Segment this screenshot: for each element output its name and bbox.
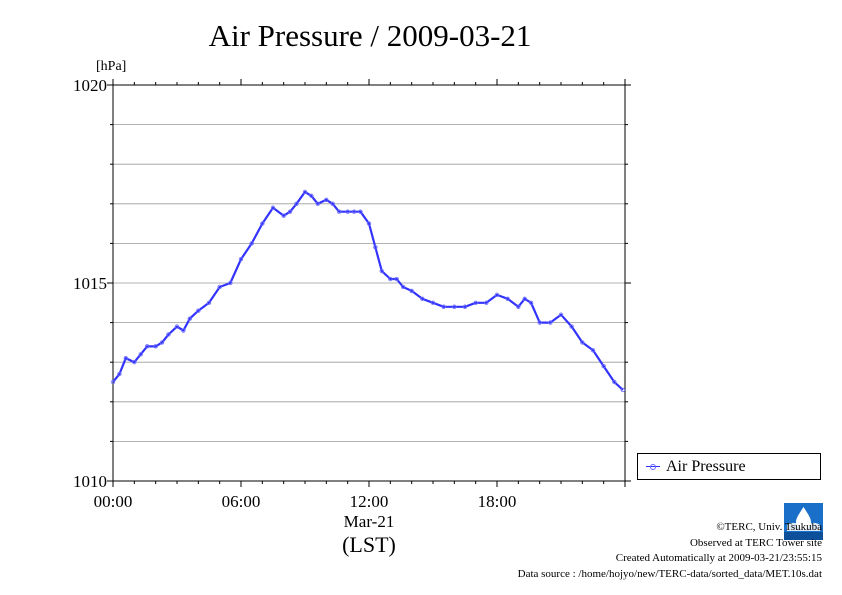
series-layer	[110, 189, 626, 393]
data-point	[138, 352, 143, 357]
created-text: Created Automatically at 2009-03-21/23:5…	[615, 552, 822, 564]
data-point	[270, 205, 276, 210]
data-point	[388, 276, 393, 282]
data-point	[528, 300, 534, 305]
copyright-text: ©TERC, Univ. Tsukuba	[716, 521, 822, 533]
data-point	[324, 197, 329, 203]
data-point	[548, 320, 553, 325]
observed-text: Observed at TERC Tower site	[689, 536, 822, 549]
data-point	[187, 316, 192, 321]
data-point	[166, 332, 171, 337]
y-tick-label: 1020	[73, 76, 107, 95]
data-point	[580, 340, 585, 345]
data-point	[345, 209, 350, 214]
data-point	[590, 348, 596, 353]
data-point	[159, 340, 165, 345]
data-point	[196, 308, 201, 313]
data-point	[144, 344, 150, 349]
data-point	[281, 213, 286, 218]
data-point	[315, 201, 320, 206]
grid-lines	[113, 124, 625, 442]
legend-line-icon	[646, 463, 660, 470]
data-point	[430, 300, 436, 305]
data-point	[260, 221, 265, 226]
data-point	[462, 304, 468, 309]
data-point	[294, 201, 299, 206]
x-date-label: Mar-21	[344, 512, 395, 531]
data-point	[494, 292, 500, 298]
axis-ticks: 1010 1015 1020 00:00 06:00 12:00 18:00	[73, 76, 631, 511]
data-point	[132, 360, 137, 365]
data-point	[441, 304, 446, 309]
data-point	[516, 304, 521, 309]
data-point	[409, 288, 414, 294]
data-point	[217, 284, 222, 290]
data-point	[452, 304, 457, 309]
data-point	[522, 296, 527, 302]
data-point	[228, 280, 233, 286]
data-point	[336, 209, 342, 214]
data-point	[238, 257, 244, 262]
data-point	[473, 300, 478, 305]
data-point	[484, 300, 489, 305]
data-point	[379, 268, 384, 274]
footer-info: ©TERC, Univ. Tsukuba Observed at TERC To…	[518, 520, 822, 582]
data-point	[505, 296, 510, 302]
data-point	[601, 363, 606, 369]
source-text: Data source : /home/hojyo/new/TERC-data/…	[517, 567, 822, 580]
data-point	[351, 209, 357, 214]
data-point	[309, 193, 314, 199]
legend: Air Pressure	[637, 453, 821, 480]
y-tick-label: 1015	[73, 274, 107, 293]
data-point	[400, 284, 406, 290]
x-tick-label: 18:00	[478, 492, 517, 511]
data-point	[620, 387, 626, 393]
data-point	[358, 209, 363, 214]
data-point	[249, 241, 254, 246]
data-point	[153, 344, 158, 349]
x-tick-label: 00:00	[94, 492, 133, 511]
y-unit-label: [hPa]	[96, 59, 126, 74]
data-point	[206, 300, 212, 305]
data-point	[123, 356, 128, 361]
data-point	[612, 379, 617, 385]
data-point	[330, 201, 335, 206]
x-axis-label: (LST)	[342, 532, 396, 557]
data-point	[366, 221, 372, 226]
data-point	[420, 296, 425, 302]
data-point	[181, 328, 186, 333]
x-tick-label: 12:00	[350, 492, 389, 511]
legend-label: Air Pressure	[666, 457, 746, 475]
data-point	[569, 324, 574, 329]
y-tick-label: 1010	[73, 472, 107, 491]
data-point	[394, 276, 399, 282]
data-point	[302, 189, 308, 195]
chart-title: Air Pressure / 2009-03-21	[209, 18, 532, 53]
terc-logo-icon	[784, 503, 823, 540]
data-point	[537, 320, 542, 325]
data-point	[287, 209, 293, 214]
data-point	[373, 245, 378, 250]
series-line-air-pressure	[112, 190, 624, 391]
data-point	[558, 312, 564, 317]
data-point	[110, 379, 116, 385]
x-tick-label: 06:00	[222, 492, 261, 511]
data-point	[174, 324, 180, 329]
data-point	[117, 371, 122, 377]
